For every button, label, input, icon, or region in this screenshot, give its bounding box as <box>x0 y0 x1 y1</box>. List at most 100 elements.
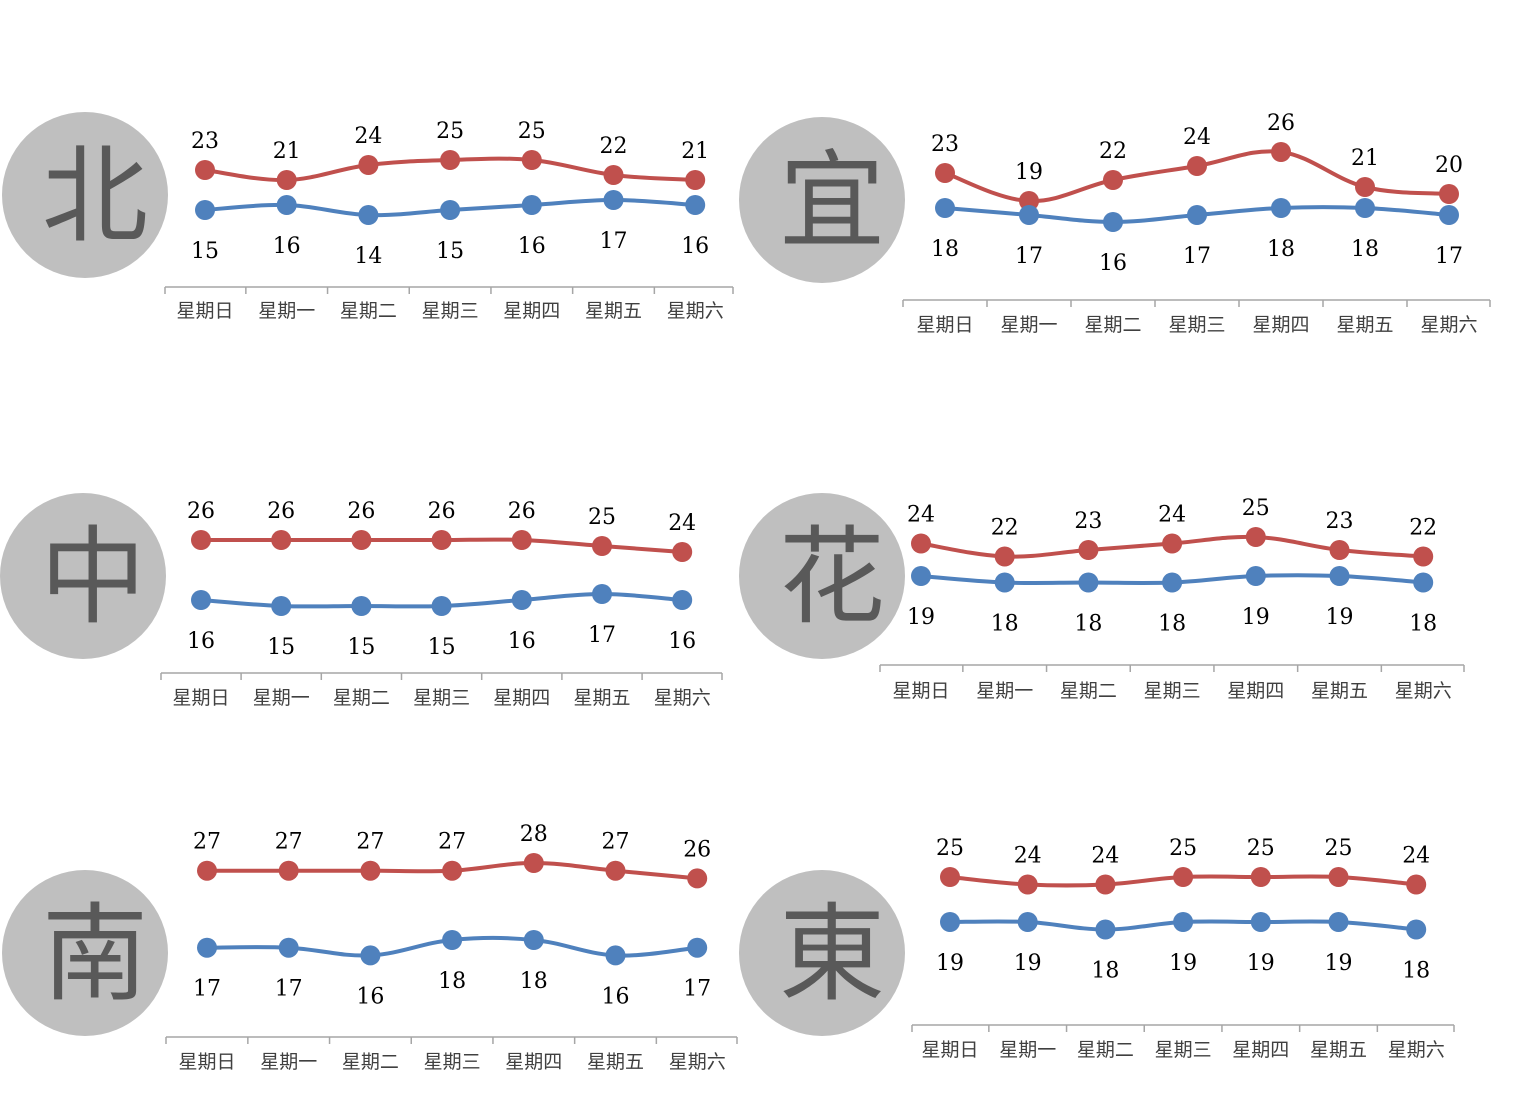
high-temp-label: 24 <box>1014 844 1042 869</box>
high-temp-label: 26 <box>683 837 711 862</box>
high-temp-point <box>1328 867 1349 887</box>
low-temp-label: 16 <box>668 629 696 654</box>
high-temp-label: 22 <box>600 134 628 159</box>
low-temp-point <box>603 190 624 210</box>
category-label: 星期四 <box>505 1051 562 1073</box>
region-label: 花 <box>779 516 885 639</box>
category-label: 星期五 <box>585 300 642 322</box>
low-temp-point <box>278 937 299 958</box>
low-temp-point <box>911 566 931 586</box>
low-temp-point <box>1078 572 1099 593</box>
high-temp-point <box>935 163 955 183</box>
high-temp-point <box>358 155 379 175</box>
category-label: 星期二 <box>1077 1039 1134 1061</box>
low-temp-point <box>687 937 708 958</box>
low-temp-point <box>935 198 955 218</box>
region-label: 南 <box>42 893 148 1016</box>
low-temp-point <box>195 200 215 220</box>
low-temp-label: 17 <box>275 977 303 1002</box>
low-temp-label: 15 <box>191 239 219 264</box>
low-temp-point <box>521 195 542 215</box>
low-temp-label: 19 <box>1247 951 1275 976</box>
low-temp-label: 17 <box>683 977 711 1002</box>
category-label: 星期日 <box>921 1039 978 1061</box>
high-temp-label: 22 <box>1409 516 1437 541</box>
high-temp-label: 24 <box>907 503 935 528</box>
high-temp-point <box>1413 546 1434 567</box>
high-temp-point <box>687 868 708 889</box>
low-temp-point <box>1406 919 1427 940</box>
low-temp-label: 14 <box>354 244 382 269</box>
region-label: 北 <box>42 135 148 258</box>
category-label: 星期二 <box>340 300 397 322</box>
high-temp-point <box>440 150 461 170</box>
low-temp-label: 18 <box>1158 612 1186 637</box>
high-temp-label: 24 <box>1402 844 1430 869</box>
low-temp-point <box>685 195 706 215</box>
category-label: 星期三 <box>1155 1039 1212 1061</box>
high-temp-label: 27 <box>193 830 221 855</box>
category-label: 星期二 <box>1084 314 1141 336</box>
low-temp-point <box>440 200 461 220</box>
category-label: 星期二 <box>333 687 390 709</box>
low-temp-point <box>1019 205 1039 225</box>
high-temp-label: 25 <box>1325 836 1353 861</box>
high-temp-label: 23 <box>191 129 219 154</box>
high-temp-point <box>1095 874 1116 895</box>
high-temp-label: 27 <box>275 830 303 855</box>
category-label: 星期五 <box>573 687 630 709</box>
low-temp-point <box>431 596 452 616</box>
high-temp-label: 25 <box>936 836 964 861</box>
category-label: 星期四 <box>1252 314 1309 336</box>
low-temp-point <box>1271 198 1291 218</box>
category-label: 星期二 <box>342 1051 399 1073</box>
high-temp-point <box>271 530 292 550</box>
high-temp-point <box>1173 867 1194 887</box>
high-temp-label: 25 <box>436 119 464 144</box>
low-temp-label: 17 <box>1015 244 1043 269</box>
high-temp-point <box>1355 177 1375 197</box>
category-label: 星期六 <box>669 1051 726 1073</box>
category-label: 星期四 <box>493 687 550 709</box>
region-badge <box>739 493 905 659</box>
high-temp-point <box>431 530 452 550</box>
low-temp-label: 17 <box>588 623 616 648</box>
category-label: 星期五 <box>1311 680 1368 702</box>
low-temp-label: 18 <box>1351 237 1379 262</box>
high-temp-label: 26 <box>267 499 295 524</box>
high-temp-point <box>1162 533 1183 554</box>
region-badge <box>2 870 168 1036</box>
high-temp-label: 19 <box>1015 160 1043 185</box>
category-label: 星期六 <box>1395 680 1452 702</box>
low-temp-label: 18 <box>931 237 959 262</box>
high-temp-point <box>523 853 544 873</box>
category-label: 星期五 <box>1310 1039 1367 1061</box>
category-label: 星期四 <box>1232 1039 1289 1061</box>
high-temp-point <box>911 533 931 554</box>
region-label: 宜 <box>779 140 885 263</box>
category-label: 星期四 <box>503 300 560 322</box>
category-label: 星期三 <box>424 1051 481 1073</box>
low-temp-label: 15 <box>347 635 375 660</box>
region-badge <box>739 117 905 283</box>
region-badge <box>0 493 166 659</box>
low-temp-point <box>1017 912 1038 932</box>
high-temp-point <box>1078 540 1099 560</box>
low-temp-label: 19 <box>1325 951 1353 976</box>
high-temp-point <box>605 860 626 881</box>
high-temp-point <box>195 160 215 180</box>
low-temp-point <box>1245 566 1266 586</box>
high-temp-point <box>1245 527 1266 547</box>
low-temp-label: 16 <box>273 234 301 259</box>
low-temp-label: 15 <box>267 635 295 660</box>
low-temp-point <box>523 930 544 950</box>
high-temp-label: 26 <box>187 499 215 524</box>
low-temp-label: 19 <box>1326 605 1354 630</box>
category-label: 星期一 <box>999 1039 1056 1061</box>
low-temp-label: 17 <box>600 229 628 254</box>
low-temp-point <box>940 912 960 932</box>
high-temp-point <box>672 542 693 562</box>
high-temp-label: 24 <box>1183 125 1211 150</box>
low-temp-point <box>1413 572 1434 593</box>
